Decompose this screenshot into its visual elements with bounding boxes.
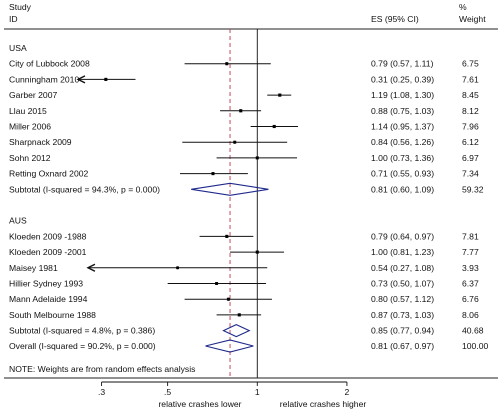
study-weight: 6.37	[462, 279, 479, 289]
header-percent: %	[459, 2, 467, 12]
study-es-label: 1.14 (0.95, 1.37)	[371, 122, 434, 132]
point-estimate	[272, 125, 276, 128]
x-tick-label: .5	[164, 387, 171, 397]
study-es-label: 1.00 (0.73, 1.36)	[371, 153, 434, 163]
study-id: Mann Adelaide 1994	[9, 294, 88, 304]
study-weight: 7.96	[462, 122, 479, 132]
study-weight: 6.97	[462, 153, 479, 163]
point-estimate	[225, 62, 229, 66]
point-estimate	[278, 93, 282, 97]
point-estimate	[255, 156, 259, 160]
study-id: Llau 2015	[9, 106, 47, 116]
x-tick-label: 2	[345, 387, 350, 397]
overall-weight: 100.00	[462, 341, 489, 351]
point-estimate	[233, 140, 237, 144]
study-es-label: 0.31 (0.25, 0.39)	[371, 74, 434, 84]
study-id: Sohn 2012	[9, 153, 51, 163]
study-es-label: 1.19 (1.08, 1.30)	[371, 90, 434, 100]
study-id: Retting Oxnard 2002	[9, 169, 89, 179]
study-weight: 7.34	[462, 169, 479, 179]
header-study: Study	[9, 2, 32, 12]
study-es-label: 0.88 (0.75, 1.03)	[371, 106, 434, 116]
header-id: ID	[9, 14, 18, 24]
study-weight: 6.76	[462, 294, 479, 304]
study-weight: 3.93	[462, 263, 479, 273]
study-es-label: 0.73 (0.50, 1.07)	[371, 279, 434, 289]
subtotal-weight: 59.32	[462, 184, 484, 194]
study-id: Maisey 1981	[9, 263, 58, 273]
study-id: Kloeden 2009 -1988	[9, 231, 87, 241]
study-weight: 8.12	[462, 106, 479, 116]
point-estimate	[226, 297, 230, 301]
x-label-right: relative crashes higher	[280, 399, 367, 409]
study-weight: 6.75	[462, 59, 479, 69]
point-estimate	[255, 250, 259, 254]
study-es-label: 0.87 (0.73, 1.03)	[371, 310, 434, 320]
study-es-label: 0.54 (0.27, 1.08)	[371, 263, 434, 273]
overall-label: Overall (I-squared = 90.2%, p = 0.000)	[9, 341, 156, 351]
study-id: Kloeden 2009 -2001	[9, 247, 87, 257]
study-id: Cunningham 2010	[9, 74, 79, 84]
subtotal-es-label: 0.85 (0.77, 0.94)	[371, 326, 434, 336]
study-es-label: 0.80 (0.57, 1.12)	[371, 294, 434, 304]
subtotal-label: Subtotal (I-squared = 94.3%, p = 0.000)	[9, 184, 160, 194]
point-estimate	[237, 313, 241, 317]
study-es-label: 0.79 (0.57, 1.11)	[371, 59, 434, 69]
footnote: NOTE: Weights are from random effects an…	[9, 364, 195, 374]
subtotal-es-label: 0.81 (0.60, 1.09)	[371, 184, 434, 194]
study-es-label: 0.84 (0.56, 1.26)	[371, 137, 434, 147]
ci-arrow-left	[76, 75, 86, 84]
subtotal-label: Subtotal (I-squared = 4.8%, p = 0.386)	[9, 326, 155, 336]
subtotal-diamond	[191, 182, 269, 196]
header-weight: Weight	[459, 14, 486, 24]
point-estimate	[239, 109, 243, 113]
study-id: Garber 2007	[9, 90, 57, 100]
subtotal-weight: 40.68	[462, 326, 484, 336]
overall-diamond	[205, 339, 254, 353]
point-estimate	[215, 282, 219, 285]
study-es-label: 0.71 (0.55, 0.93)	[371, 169, 434, 179]
group-label: USA	[9, 43, 27, 53]
x-tick-label: .3	[98, 387, 105, 397]
x-axis: .3 .5 1 2	[98, 381, 350, 397]
study-id: Miller 2006	[9, 122, 51, 132]
study-id: Hillier Sydney 1993	[9, 279, 83, 289]
x-label-left: relative crashes lower	[158, 399, 241, 409]
ci-arrow-left	[86, 263, 96, 272]
study-weight: 7.77	[462, 247, 479, 257]
study-id: City of Lubbock 2008	[9, 59, 90, 69]
study-es-label: 1.00 (0.81, 1.23)	[371, 247, 434, 257]
study-weight: 7.61	[462, 74, 479, 84]
point-estimate	[225, 234, 229, 238]
study-weight: 6.12	[462, 137, 479, 147]
overall-es-label: 0.81 (0.67, 0.97)	[371, 341, 434, 351]
plot-rows: USA City of Lubbock 2008 0.79 (0.57, 1.11)…	[9, 29, 489, 378]
header-es: ES (95% CI)	[371, 14, 419, 24]
study-es-label: 0.79 (0.64, 0.97)	[371, 231, 434, 241]
point-estimate	[176, 266, 180, 270]
point-estimate	[104, 77, 108, 81]
group-label: AUS	[9, 216, 27, 226]
x-tick-label: 1	[255, 387, 260, 397]
point-estimate	[211, 172, 215, 176]
study-weight: 8.45	[462, 90, 479, 100]
study-id: South Melbourne 1988	[9, 310, 96, 320]
study-id: Sharpnack 2009	[9, 137, 72, 147]
study-weight: 8.06	[462, 310, 479, 320]
subtotal-diamond	[222, 323, 251, 338]
study-weight: 7.81	[462, 231, 479, 241]
